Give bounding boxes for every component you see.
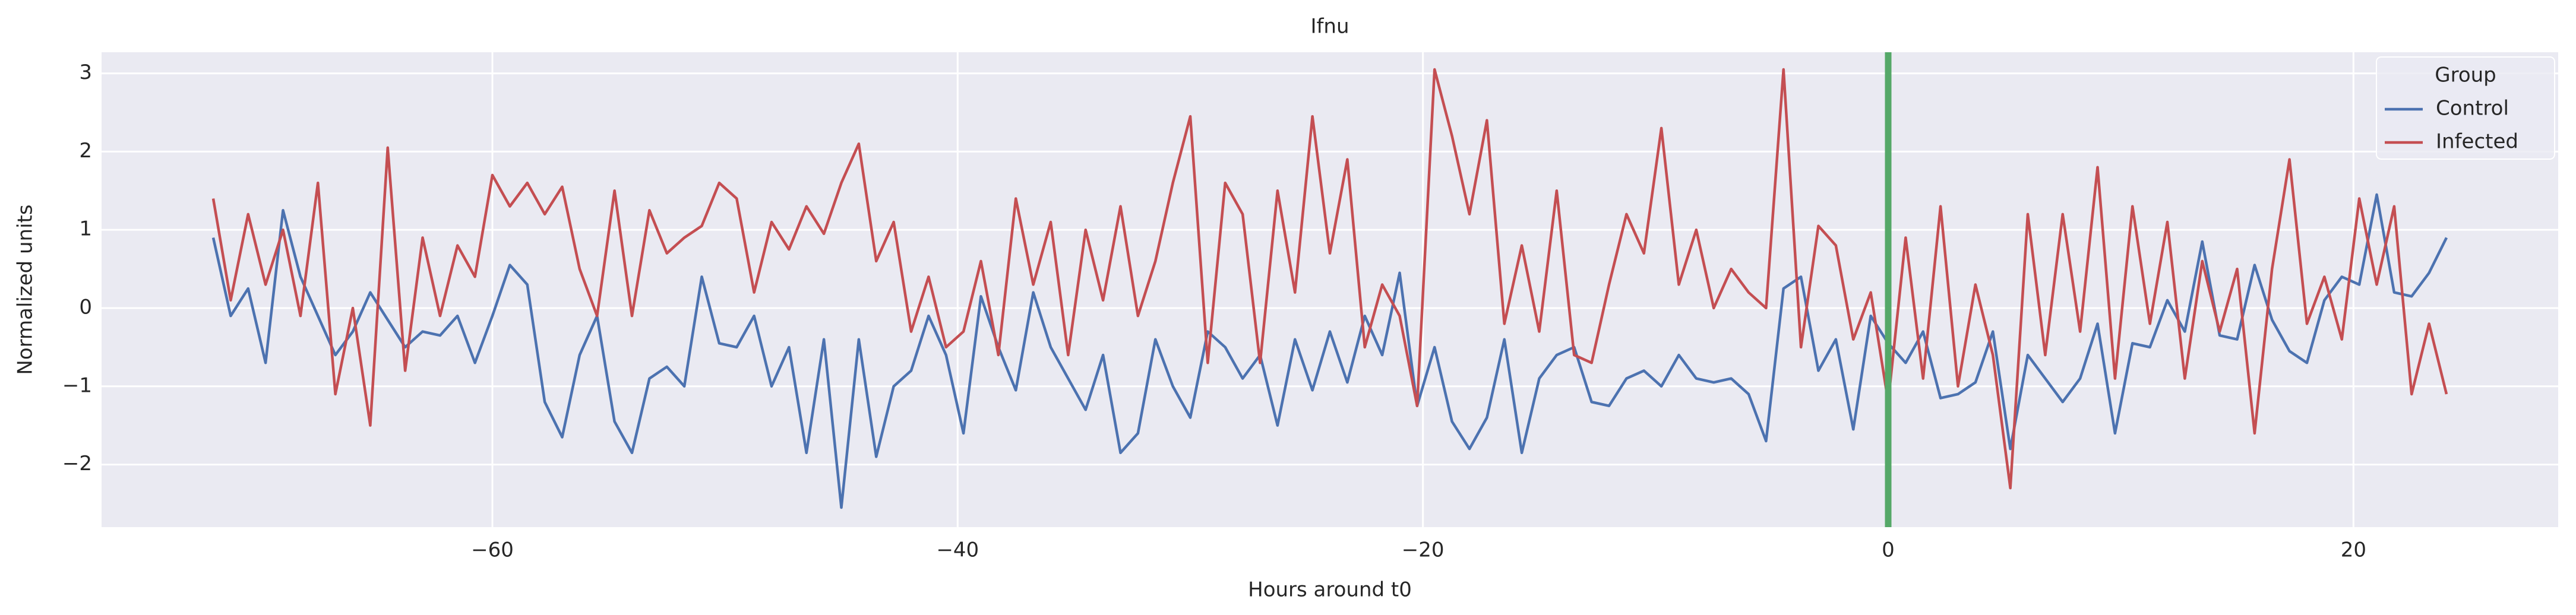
legend-label: Control: [2436, 97, 2509, 121]
line: [211, 68, 2448, 490]
y-tick-label: −1: [62, 373, 92, 397]
line: [211, 193, 2448, 509]
y-tick-label: 3: [79, 61, 92, 84]
x-tick-label: 20: [2341, 538, 2366, 562]
y-tick-label: 2: [79, 139, 92, 163]
x-tick-label: −40: [936, 538, 979, 562]
plot-area: [102, 52, 2558, 527]
y-tick-label: 0: [79, 295, 92, 319]
legend-box: [2376, 56, 2555, 160]
y-tick-label: −2: [62, 452, 92, 475]
legend: Group Control Infected: [2376, 56, 2555, 160]
x-tick-label: 0: [1882, 538, 1895, 562]
x-tick-label: −60: [471, 538, 514, 562]
y-tick-label: 1: [79, 217, 92, 241]
chart-title: Ifnu: [1310, 15, 1349, 39]
x-axis-label: Hours around t0: [1248, 578, 1412, 602]
legend-title: Group: [2435, 64, 2496, 87]
legend-label: Infected: [2436, 130, 2518, 154]
x-tick-label: −20: [1402, 538, 1445, 562]
y-axis-label: Normalized units: [14, 204, 37, 375]
